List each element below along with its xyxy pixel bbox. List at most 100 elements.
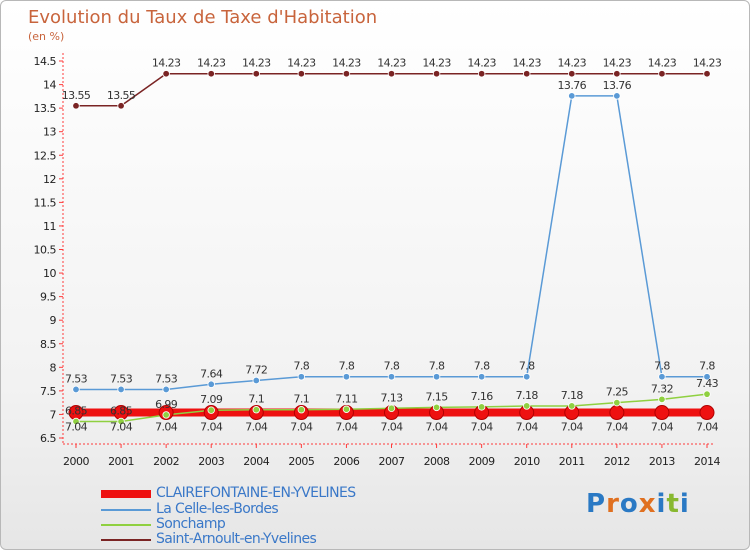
y-tick-label: 11.5: [34, 196, 57, 209]
legend-swatch: [101, 524, 151, 526]
data-point: [609, 405, 625, 421]
data-point: [387, 404, 396, 413]
legend-swatch: [101, 490, 151, 498]
data-point: [432, 373, 441, 381]
data-point: [72, 417, 80, 426]
x-tick-label: 2010: [514, 455, 540, 468]
data-label: 13.76: [603, 79, 632, 92]
data-label: 7.8: [384, 360, 400, 373]
data-label: 7.04: [155, 421, 178, 434]
data-label: 7.13: [380, 391, 403, 404]
data-label: 14.23: [693, 57, 722, 70]
data-point: [297, 373, 306, 381]
data-label: 13.76: [558, 79, 587, 92]
data-label: 7.04: [471, 421, 494, 434]
data-label: 7.72: [245, 364, 267, 377]
legend-swatch: [101, 539, 151, 541]
data-label: 7.64: [200, 367, 223, 380]
data-label: 7.18: [561, 389, 584, 402]
x-tick-label: 2011: [559, 455, 585, 468]
data-point: [613, 92, 621, 100]
data-point: [699, 405, 715, 421]
data-point: [613, 70, 621, 78]
legend-label: Sonchamp: [156, 516, 226, 532]
data-label: 14.23: [558, 57, 587, 70]
data-label: 7.43: [696, 377, 719, 390]
data-point: [703, 373, 711, 381]
data-label: 7.1: [294, 393, 310, 406]
y-tick-label: 13.5: [34, 102, 57, 115]
x-tick-label: 2000: [63, 455, 89, 468]
data-label: 7.15: [426, 390, 449, 403]
data-point: [654, 405, 670, 421]
x-tick-label: 2007: [379, 455, 405, 468]
data-point: [72, 102, 80, 110]
data-label: 7.8: [429, 360, 445, 373]
data-label: 7.53: [110, 372, 133, 385]
data-label: 14.23: [467, 57, 496, 70]
data-label: 14.23: [648, 57, 677, 70]
x-tick-label: 2005: [288, 455, 314, 468]
data-label: 7.18: [516, 389, 539, 402]
y-tick-label: 8.5: [40, 338, 56, 351]
data-label: 7.8: [474, 360, 490, 373]
data-label: 14.23: [377, 57, 406, 70]
data-point: [342, 373, 351, 381]
data-label: 7.04: [651, 421, 674, 434]
data-label: 7.11: [335, 392, 357, 405]
y-tick-label: 11: [43, 220, 56, 233]
data-point: [477, 70, 486, 78]
data-label: 14.23: [152, 57, 181, 70]
y-tick-label: 13: [43, 126, 56, 139]
data-label: 7.1: [248, 393, 264, 406]
data-label: 7.04: [516, 421, 539, 434]
data-label: 14.23: [332, 57, 361, 70]
y-tick-label: 12: [43, 173, 56, 186]
data-point: [568, 70, 576, 78]
y-tick-label: 10: [43, 267, 56, 280]
data-label: 6.85: [65, 405, 88, 418]
x-tick-label: 2008: [424, 455, 450, 468]
y-tick-label: 7: [50, 408, 57, 421]
data-point: [387, 373, 396, 381]
data-label: 7.8: [339, 360, 355, 373]
data-label: 7.04: [426, 421, 449, 434]
data-label: 7.8: [294, 360, 310, 373]
data-label: 7.04: [606, 421, 629, 434]
data-label: 7.53: [65, 372, 88, 385]
data-label: 6.99: [155, 398, 178, 411]
data-point: [342, 405, 351, 413]
data-label: 7.04: [696, 421, 719, 434]
data-point: [252, 406, 260, 414]
data-point: [162, 385, 170, 394]
data-label: 6.85: [110, 405, 133, 418]
data-point: [387, 70, 396, 78]
data-point: [432, 403, 441, 412]
y-tick-label: 9: [50, 314, 57, 327]
data-point: [207, 406, 215, 414]
data-point: [162, 411, 170, 419]
x-tick-label: 2004: [243, 455, 269, 468]
data-point: [117, 385, 125, 394]
data-label: 7.04: [380, 421, 403, 434]
data-label: 14.23: [287, 57, 316, 70]
data-label: 7.32: [651, 382, 673, 395]
x-tick-label: 2014: [694, 455, 720, 468]
legend-label: La Celle-les-Bordes: [156, 501, 279, 517]
data-label: 14.23: [242, 57, 271, 70]
data-label: 7.8: [519, 360, 535, 373]
data-label: 13.55: [107, 89, 136, 102]
x-tick-label: 2002: [153, 455, 179, 468]
proxiti-logo: Proxiti: [586, 489, 690, 519]
data-point: [72, 385, 80, 394]
legend-label: Saint-Arnoult-en-Yvelines: [156, 531, 317, 547]
data-point: [703, 70, 711, 78]
data-label: 7.04: [245, 421, 268, 434]
data-point: [432, 70, 441, 78]
data-label: 7.53: [155, 372, 178, 385]
legend-swatch: [101, 509, 151, 511]
x-tick-label: 2013: [649, 455, 675, 468]
data-point: [162, 70, 170, 78]
legend-label: CLAIREFONTAINE-EN-YVELINES: [156, 485, 356, 501]
